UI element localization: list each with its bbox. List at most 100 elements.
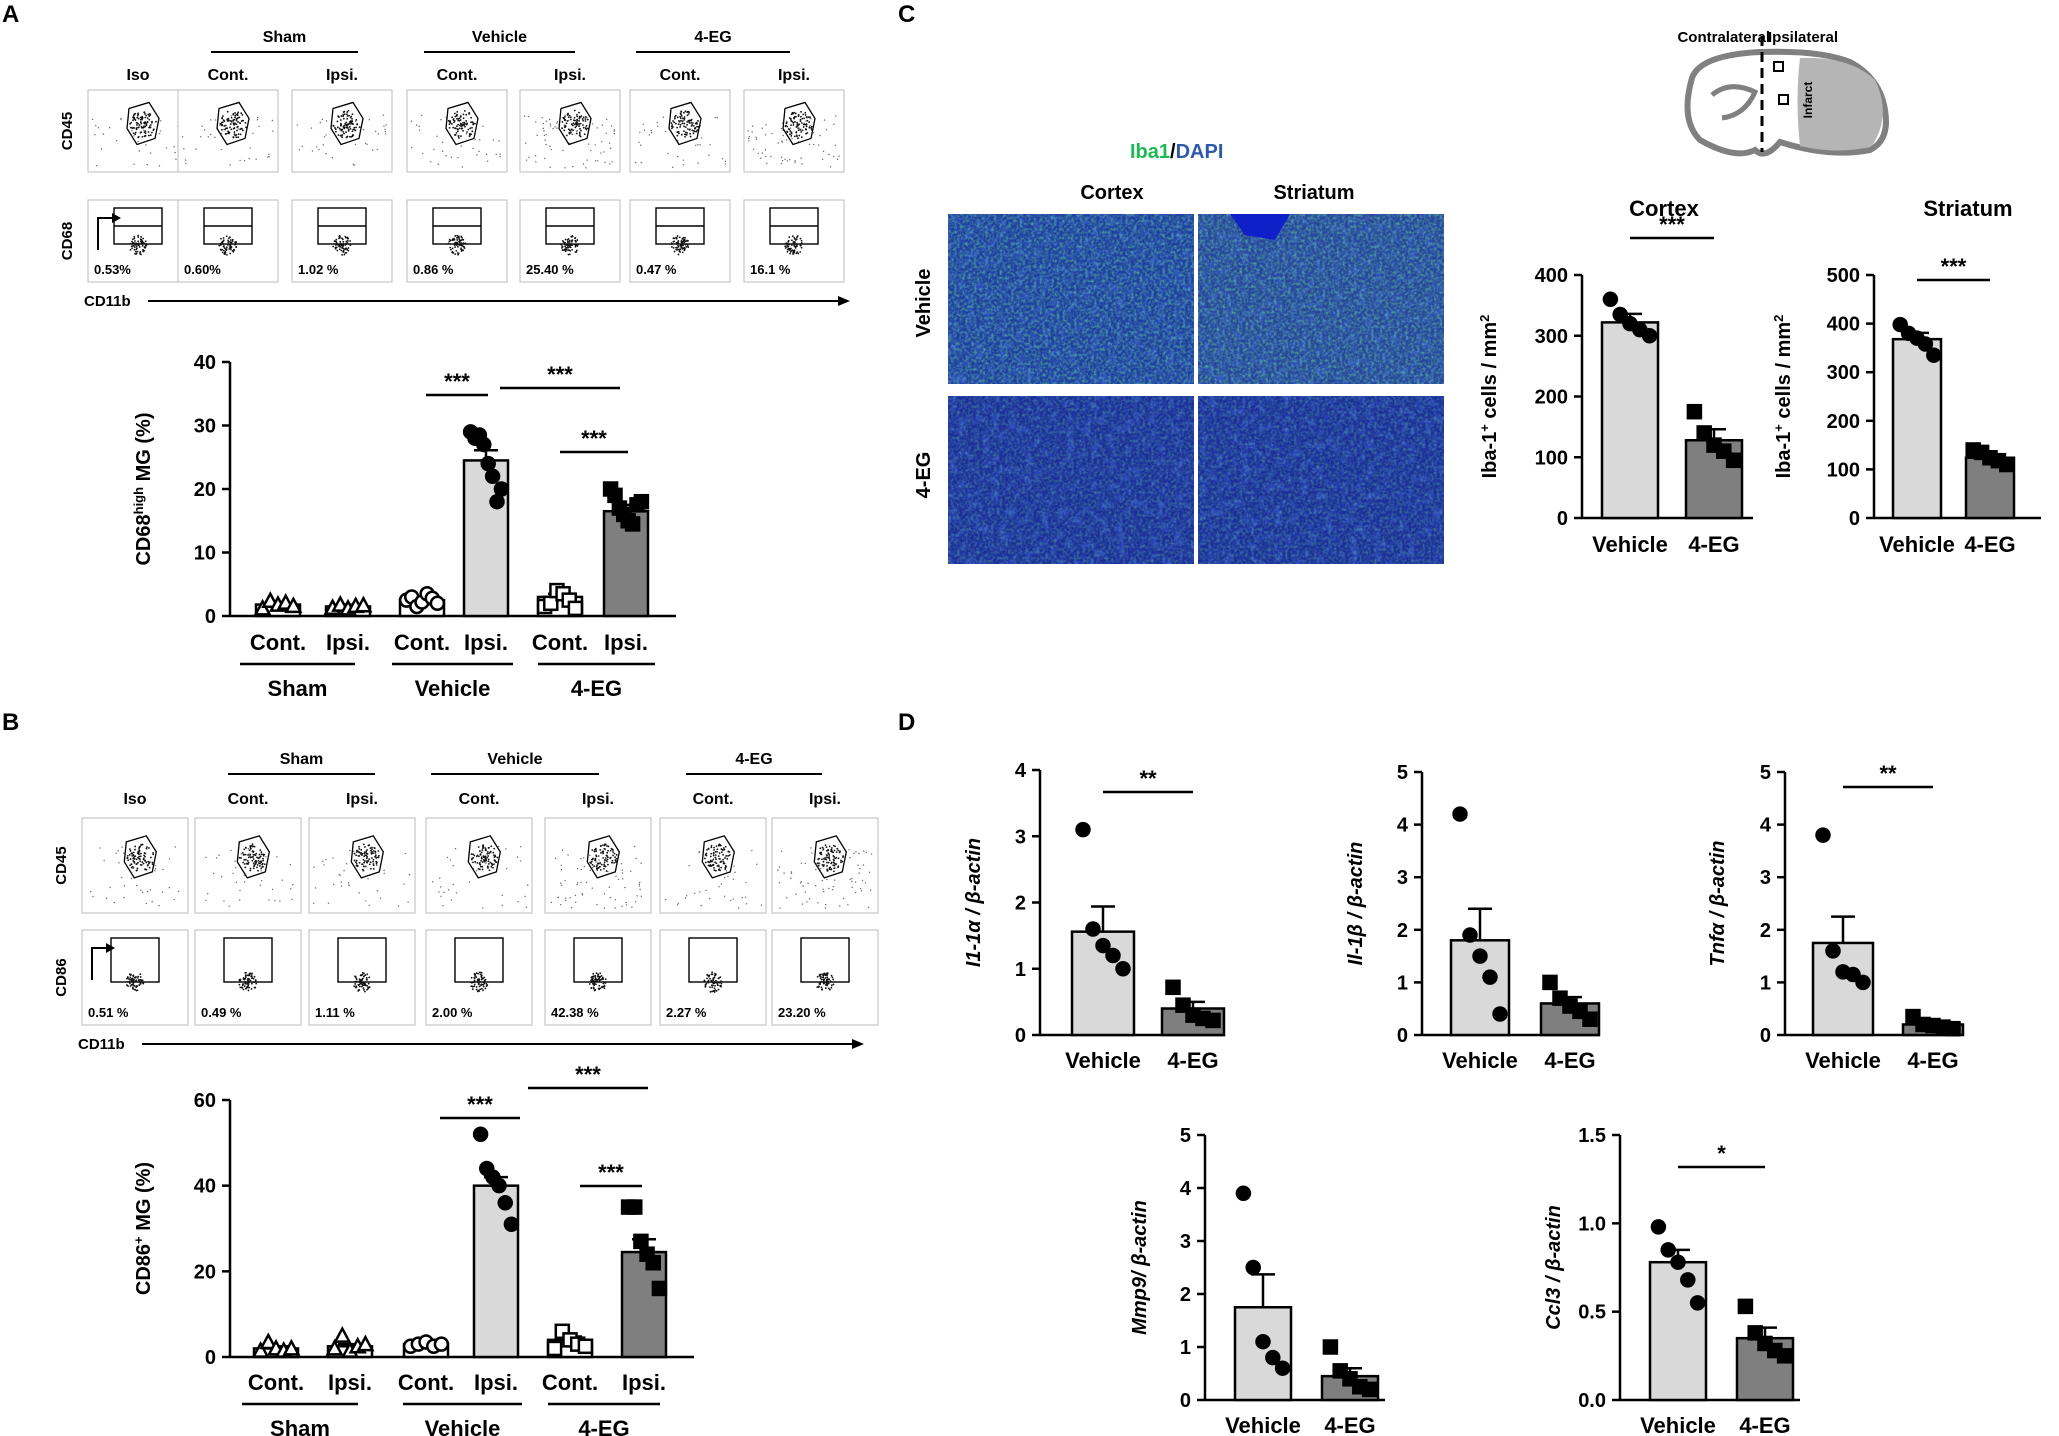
- flow-dots: [747, 110, 840, 168]
- y-tick-label: 200: [1827, 411, 1860, 433]
- data-point: [282, 1338, 301, 1356]
- flow-column-label: Ipsi.: [778, 67, 810, 84]
- significance-label: *: [1717, 1141, 1726, 1166]
- flow-gate-polygon: [782, 101, 816, 146]
- flow-percentage: 2.27 %: [666, 1005, 707, 1020]
- flow-percentage: 0.47 %: [636, 262, 677, 277]
- y-label-main: I1-1α / β-actin: [963, 838, 985, 967]
- y-label-sup: +: [131, 1236, 146, 1244]
- flow-plot-cd45: [87, 89, 189, 173]
- flow-gate-polygon: [445, 101, 479, 146]
- flow-plot-marker: [544, 929, 652, 1026]
- flow-dots: [296, 109, 387, 166]
- data-point: [543, 595, 559, 612]
- flow-percentage: 1.11 %: [315, 1005, 355, 1020]
- micrograph-vehicle-striatum: [1198, 214, 1444, 384]
- y-tick-label: 400: [1535, 265, 1568, 287]
- data-point: [1825, 943, 1841, 959]
- data-point: [1926, 347, 1942, 363]
- data-point: [1452, 806, 1468, 822]
- significance-label: ***: [467, 1092, 493, 1117]
- flow-column-label: Ipsi.: [326, 67, 358, 84]
- data-point: [1115, 961, 1131, 977]
- flow-percentage: 1.02 %: [298, 262, 339, 277]
- flow-group-label: Vehicle: [472, 29, 527, 46]
- flow-dots: [205, 843, 294, 907]
- flow-dots: [703, 971, 723, 993]
- data-point: [1482, 969, 1498, 985]
- data-point: [1462, 927, 1478, 943]
- y-label-main: CD68: [133, 514, 155, 565]
- data-point: [503, 1216, 520, 1232]
- flow-gate-polygon: [467, 835, 501, 879]
- flow-gate-arrowhead: [106, 943, 115, 953]
- y-label-sup: +: [1477, 424, 1492, 432]
- flow-gate-arrowhead: [112, 213, 121, 223]
- flow-group-label: Vehicle: [487, 751, 542, 768]
- y-tick-label: 20: [194, 479, 216, 501]
- y-label-sup: high: [131, 487, 146, 514]
- y-label-rest: MG (%): [133, 412, 155, 486]
- y-tick-label: 30: [194, 416, 216, 438]
- flow-plot-marker: [291, 199, 393, 283]
- y-tick-label: 40: [194, 352, 216, 374]
- chart-il1a: 0 1 2 3 4 I1-1α / β-actin Vehicle 4-EG **: [963, 760, 1226, 1073]
- flow-percentage: 16.1 %: [750, 262, 791, 277]
- stain-dapi: DAPI: [1176, 141, 1224, 163]
- data-point: [251, 1340, 270, 1358]
- y-tick-label: 4: [1397, 815, 1409, 837]
- schematic-ipsilateral: Ipsilateral: [1768, 29, 1838, 46]
- data-point: [651, 1280, 668, 1297]
- flow-plot-marker: [308, 929, 416, 1026]
- x-tick-label: Cont.: [532, 630, 588, 655]
- y-axis-label: Tnfα / β-actin: [1707, 841, 1729, 967]
- chart-title: Cortex: [1629, 196, 1699, 221]
- x-tick-label: Vehicle: [1225, 1413, 1301, 1436]
- data-point: [1612, 306, 1628, 323]
- flow-gate-polygon: [668, 101, 702, 146]
- data-point: [325, 1338, 344, 1356]
- flow-column-label: Cont.: [437, 67, 478, 84]
- flow-plot-cd45: [544, 817, 652, 914]
- group-label: 4-EG: [571, 676, 622, 701]
- y-axis-label: Ccl3 / β-actin: [1543, 1205, 1565, 1330]
- data-point: [1602, 291, 1619, 308]
- chart-iba_striatum: 0 100 200 300 400 500 Iba-1+ cells / mm2 Striat…: [1771, 196, 2041, 557]
- y-label-rest: cells / mm: [1479, 322, 1501, 424]
- data-point: [1235, 1185, 1252, 1202]
- data-point: [1725, 452, 1742, 469]
- flow-gate-polygon: [236, 835, 270, 879]
- flow-dots: [410, 109, 501, 168]
- data-point: [1075, 821, 1091, 838]
- data-point: [1085, 921, 1101, 937]
- group-label: 4-EG: [578, 1416, 629, 1436]
- data-point: [567, 600, 584, 617]
- data-point: [627, 1199, 643, 1215]
- y-tick-label: 0: [1180, 1390, 1191, 1412]
- flow-plot-marker: [406, 199, 508, 283]
- y-label-main: CD86: [133, 1244, 155, 1295]
- flow-group-label: Sham: [280, 751, 324, 768]
- x-tick-label: 4-EG: [1167, 1048, 1218, 1073]
- x-tick-label: Vehicle: [1065, 1048, 1141, 1073]
- data-point: [1855, 974, 1871, 991]
- y-label-main: Mmp9/ β-actin: [1129, 1200, 1151, 1335]
- chart-ccl3: 0.0 0.5 1.0 1.5 Ccl3 / β-actin Vehicle 4-EG *: [1543, 1125, 1800, 1436]
- flow-dots: [588, 972, 607, 992]
- y-tick-label: 200: [1535, 387, 1568, 409]
- y-axis-label: Il-1β / β-actin: [1345, 842, 1367, 966]
- data-point: [1999, 456, 2015, 473]
- data-point: [633, 1233, 649, 1250]
- flow-column-label: Cont.: [459, 791, 500, 808]
- flow-dots: [129, 234, 148, 256]
- y-tick-label: 2: [1015, 893, 1026, 915]
- flow-dots: [447, 234, 467, 256]
- bar: [1600, 321, 1660, 520]
- flow-column-label: Cont.: [693, 791, 734, 808]
- bar: [1233, 1306, 1293, 1402]
- data-point: [1542, 974, 1558, 991]
- data-point: [1274, 1360, 1291, 1376]
- data-point: [607, 487, 623, 504]
- data-point: [1255, 1333, 1271, 1350]
- y-tick-label: 4: [1180, 1178, 1192, 1200]
